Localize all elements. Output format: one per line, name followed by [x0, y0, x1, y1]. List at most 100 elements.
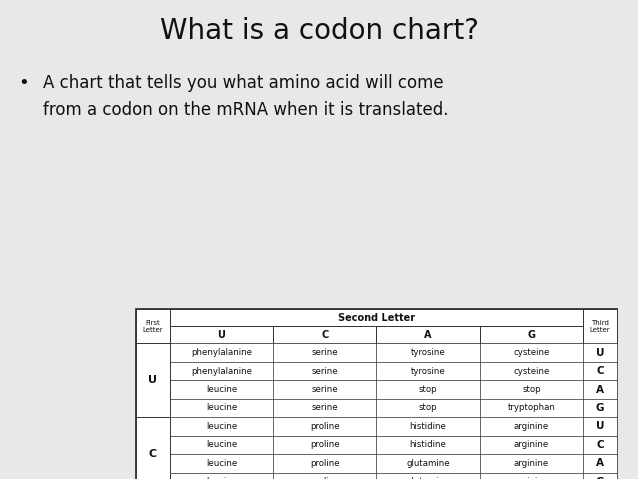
- Text: proline: proline: [310, 477, 339, 479]
- Bar: [376, 343, 480, 362]
- Text: C: C: [597, 440, 604, 450]
- Text: proline: proline: [310, 440, 339, 449]
- Bar: [170, 309, 583, 326]
- Text: serine: serine: [311, 385, 338, 394]
- Bar: [480, 417, 583, 436]
- Bar: [583, 399, 617, 417]
- Text: A: A: [424, 330, 432, 340]
- Bar: [170, 362, 273, 380]
- Text: C: C: [321, 330, 329, 340]
- Text: G: G: [528, 330, 535, 340]
- Bar: [273, 380, 376, 399]
- Text: tyrosine: tyrosine: [411, 366, 445, 376]
- Bar: [170, 417, 273, 436]
- Bar: [480, 472, 583, 479]
- Text: serine: serine: [311, 403, 338, 412]
- Bar: [376, 399, 480, 417]
- Text: C: C: [597, 366, 604, 376]
- Bar: [170, 343, 273, 362]
- Text: from a codon on the mRNA when it is translated.: from a codon on the mRNA when it is tran…: [43, 101, 449, 119]
- Bar: [170, 399, 273, 417]
- Bar: [480, 436, 583, 454]
- Bar: [170, 380, 273, 399]
- Bar: [273, 454, 376, 472]
- Bar: [583, 472, 617, 479]
- Bar: [376, 362, 480, 380]
- Bar: [273, 343, 376, 362]
- Text: leucine: leucine: [206, 385, 237, 394]
- Text: U: U: [218, 330, 225, 340]
- Text: U: U: [148, 376, 158, 385]
- Text: U: U: [596, 422, 604, 432]
- Text: serine: serine: [311, 348, 338, 357]
- Text: arginine: arginine: [514, 440, 549, 449]
- Bar: [273, 362, 376, 380]
- Bar: [170, 454, 273, 472]
- Text: stop: stop: [419, 385, 438, 394]
- Text: serine: serine: [311, 366, 338, 376]
- Text: phenylalanine: phenylalanine: [191, 348, 252, 357]
- Bar: [376, 417, 480, 436]
- Text: leucine: leucine: [206, 459, 237, 468]
- Bar: [583, 417, 617, 436]
- Text: histidine: histidine: [410, 440, 447, 449]
- Text: G: G: [596, 403, 604, 413]
- Text: leucine: leucine: [206, 403, 237, 412]
- Text: What is a codon chart?: What is a codon chart?: [160, 17, 478, 45]
- Bar: [583, 309, 617, 343]
- Bar: [170, 436, 273, 454]
- Bar: [480, 454, 583, 472]
- Text: cysteine: cysteine: [513, 366, 550, 376]
- Bar: [583, 343, 617, 362]
- Text: A: A: [596, 385, 604, 395]
- Bar: [480, 326, 583, 343]
- Bar: [170, 326, 273, 343]
- Text: phenylalanine: phenylalanine: [191, 366, 252, 376]
- Bar: [273, 436, 376, 454]
- Bar: [136, 343, 170, 417]
- Text: A: A: [596, 458, 604, 468]
- Text: proline: proline: [310, 459, 339, 468]
- Bar: [136, 309, 170, 343]
- Bar: [273, 399, 376, 417]
- Bar: [376, 326, 480, 343]
- Text: tryptophan: tryptophan: [507, 403, 556, 412]
- Bar: [480, 362, 583, 380]
- Text: leucine: leucine: [206, 440, 237, 449]
- Text: arginine: arginine: [514, 477, 549, 479]
- Text: arginine: arginine: [514, 459, 549, 468]
- Bar: [583, 454, 617, 472]
- Bar: [136, 417, 170, 479]
- Text: •: •: [18, 74, 29, 92]
- Bar: [583, 436, 617, 454]
- Bar: [273, 417, 376, 436]
- Bar: [170, 472, 273, 479]
- Bar: [480, 343, 583, 362]
- Bar: [376, 380, 480, 399]
- Text: U: U: [596, 348, 604, 358]
- Text: Second Letter: Second Letter: [338, 313, 415, 322]
- Text: tyrosine: tyrosine: [411, 348, 445, 357]
- Text: glutamine: glutamine: [406, 459, 450, 468]
- Text: A chart that tells you what amino acid will come: A chart that tells you what amino acid w…: [43, 74, 444, 92]
- Bar: [273, 472, 376, 479]
- Text: arginine: arginine: [514, 422, 549, 431]
- Text: proline: proline: [310, 422, 339, 431]
- Bar: [480, 399, 583, 417]
- Text: glutamine: glutamine: [406, 477, 450, 479]
- Bar: [480, 380, 583, 399]
- Text: First
Letter: First Letter: [142, 319, 163, 333]
- Text: G: G: [596, 477, 604, 479]
- Text: histidine: histidine: [410, 422, 447, 431]
- Bar: [583, 362, 617, 380]
- Bar: [136, 309, 617, 479]
- Text: stop: stop: [419, 403, 438, 412]
- Bar: [376, 436, 480, 454]
- Bar: [273, 326, 376, 343]
- Bar: [583, 380, 617, 399]
- Text: leucine: leucine: [206, 422, 237, 431]
- Text: leucine: leucine: [206, 477, 237, 479]
- Text: C: C: [149, 449, 157, 459]
- Text: cysteine: cysteine: [513, 348, 550, 357]
- Bar: [376, 454, 480, 472]
